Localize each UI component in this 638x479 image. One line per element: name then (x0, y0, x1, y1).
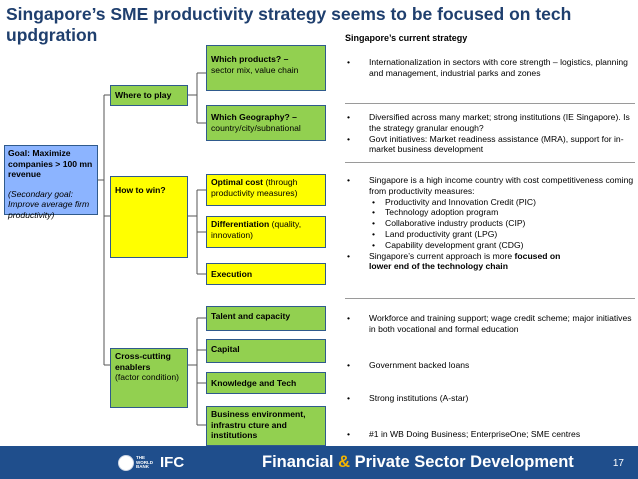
strategy-how-conclusion-bold-1: focused on (514, 250, 561, 261)
goal-main: Goal: Maximize companies > 100 mn revenu… (8, 148, 93, 180)
strategy-capital-bullet: Government backed loans (345, 360, 635, 371)
strategy-capital: Government backed loans (345, 360, 635, 371)
talent-box: Talent and capacity (206, 306, 326, 331)
which-geography-title: Which Geography? – (211, 112, 297, 122)
how-to-win-box: How to win? (110, 176, 188, 258)
cross-cutting-box: Cross-cutting enablers (factor condition… (110, 348, 188, 408)
footer-bar (0, 446, 638, 479)
strategy-geography-bullet-1: Diversified across many market; strong i… (345, 112, 635, 134)
business-label: Business environment, infrastru cture an… (211, 409, 306, 441)
wb-line-2: WORLD (136, 459, 153, 465)
differentiation-desc: (quality, innovation) (211, 219, 302, 240)
wb-line-1: THE (136, 455, 145, 461)
which-products-title: Which products? – (211, 54, 289, 64)
strategy-business: #1 in WB Doing Business; EnterpriseOne; … (345, 429, 635, 440)
separator (345, 103, 635, 104)
fpsd-ampersand: & (338, 453, 351, 471)
strategy-how: Singapore is a high income country with … (345, 175, 635, 272)
strategy-how-sub-1: Productivity and Innovation Credit (PIC) (345, 197, 635, 208)
world-bank-logo: THE WORLD BANK (118, 455, 153, 471)
strategy-knowledge: Strong institutions (A-star) (345, 393, 635, 404)
which-products-box: Which products? – sector mix, value chai… (206, 45, 326, 91)
strategy-how-conclusion-bold-2: lower end of the technology chain (369, 261, 508, 272)
strategy-how-sub-3: Collaborative industry products (CIP) (345, 218, 635, 229)
differentiation-title: Differentiation (211, 219, 270, 229)
strategy-talent: Workforce and training support; wage cre… (345, 313, 635, 335)
separator (345, 162, 635, 163)
strategy-geography-bullet-2: Govt initiatives: Market readiness assis… (345, 134, 635, 156)
execution-label: Execution (211, 269, 253, 279)
optimal-cost-title: Optimal cost (211, 177, 264, 187)
fpsd-text-1: Financial (262, 453, 339, 471)
where-to-play-label: Where to play (115, 90, 172, 100)
knowledge-box: Knowledge and Tech (206, 372, 326, 394)
strategy-how-conclusion-text: Singapore’s current approach is more (369, 250, 515, 261)
page-number: 17 (612, 458, 624, 469)
wb-line-3: BANK (136, 464, 149, 470)
fpsd-text-2: Private Sector Development (350, 453, 574, 471)
fpsd-banner: Financial & Private Sector Development (262, 453, 574, 472)
strategy-how-conclusion: Singapore’s current approach is more foc… (345, 251, 635, 273)
execution-box: Execution (206, 263, 326, 285)
optimal-cost-desc: (through productivity measures) (211, 177, 298, 198)
cross-cutting-label: Cross-cutting enablers (115, 351, 171, 372)
cross-cutting-sub: (factor condition) (115, 372, 180, 383)
where-to-play-box: Where to play (110, 85, 188, 106)
ifc-logo: IFC (160, 454, 185, 471)
business-box: Business environment, infrastru cture an… (206, 406, 326, 446)
strategy-knowledge-bullet: Strong institutions (A-star) (345, 393, 635, 404)
strategy-how-sub-4: Land productivity grant (LPG) (345, 229, 635, 240)
strategy-geography: Diversified across many market; strong i… (345, 112, 635, 155)
which-products-desc: sector mix, value chain (211, 64, 299, 75)
separator (345, 298, 635, 299)
goal-secondary: (Secondary goal: Improve average firm pr… (8, 188, 90, 220)
globe-icon (118, 455, 134, 471)
strategy-how-sub-2: Technology adoption program (345, 207, 635, 218)
strategy-products: Internationalization in sectors with cor… (345, 57, 635, 79)
differentiation-box: Differentiation (quality, innovation) (206, 216, 326, 248)
which-geography-box: Which Geography? – country/city/subnatio… (206, 105, 326, 141)
which-geography-desc: country/city/subnational (211, 122, 301, 133)
strategy-header: Singapore’s current strategy (345, 33, 468, 43)
capital-label: Capital (211, 344, 240, 354)
strategy-how-sub-5: Capability development grant (CDG) (345, 240, 635, 251)
goal-box: Goal: Maximize companies > 100 mn revenu… (4, 145, 98, 220)
talent-label: Talent and capacity (211, 311, 291, 321)
knowledge-label: Knowledge and Tech (211, 378, 297, 388)
slide-title: Singapore’s SME productivity strategy se… (6, 4, 572, 45)
optimal-cost-box: Optimal cost (through productivity measu… (206, 174, 326, 206)
strategy-how-intro: Singapore is a high income country with … (345, 175, 635, 197)
strategy-business-bullet: #1 in WB Doing Business; EnterpriseOne; … (345, 429, 635, 440)
capital-box: Capital (206, 339, 326, 363)
how-to-win-label: How to win? (115, 185, 166, 195)
strategy-talent-bullet: Workforce and training support; wage cre… (345, 313, 635, 335)
strategy-products-bullet: Internationalization in sectors with cor… (345, 57, 635, 79)
